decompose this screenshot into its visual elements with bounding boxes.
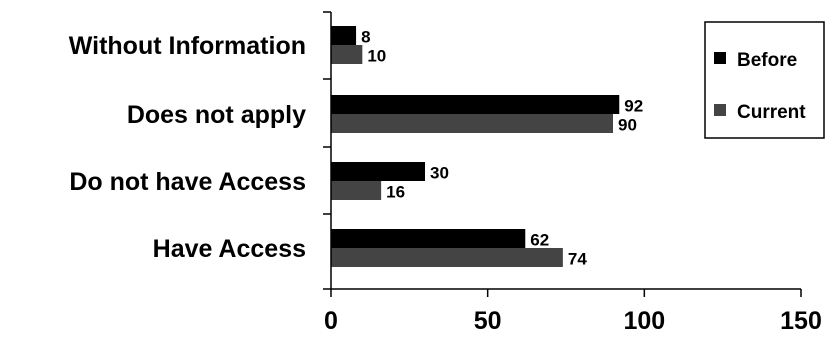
legend-box	[704, 21, 825, 139]
legend: Before Current	[704, 21, 825, 139]
x-tick-label-1: 50	[474, 307, 502, 335]
bar-current-0	[331, 45, 363, 64]
bar-before-0	[331, 26, 357, 45]
bar-before-3	[331, 229, 526, 248]
category-label-3: Have Access	[153, 235, 306, 263]
axes: Without Information Does not apply Do not …	[69, 11, 822, 335]
category-label-1: Does not apply	[127, 101, 306, 129]
x-tick-label-0: 0	[324, 307, 338, 335]
data-label-current-2: 16	[386, 183, 405, 202]
category-label-2: Do not have Access	[69, 168, 306, 196]
legend-swatch-before	[714, 52, 726, 64]
legend-label-before: Before	[737, 50, 797, 71]
bar-current-3	[331, 248, 563, 267]
data-label-before-2: 30	[430, 164, 449, 183]
legend-label-current: Current	[737, 102, 806, 123]
data-label-before-0: 8	[361, 28, 370, 47]
x-tick-label-3: 150	[780, 307, 822, 335]
data-label-current-0: 10	[367, 47, 386, 66]
bar-current-1	[331, 114, 613, 133]
data-label-before-3: 62	[530, 231, 549, 250]
bar-current-2	[331, 181, 382, 200]
bar-before-2	[331, 162, 425, 181]
category-label-0: Without Information	[69, 32, 306, 60]
bar-before-1	[331, 95, 620, 114]
data-label-before-1: 92	[624, 97, 643, 116]
data-label-current-1: 90	[618, 116, 637, 135]
x-tick-label-2: 100	[623, 307, 665, 335]
legend-swatch-current	[714, 104, 726, 116]
data-label-current-3: 74	[568, 250, 587, 269]
